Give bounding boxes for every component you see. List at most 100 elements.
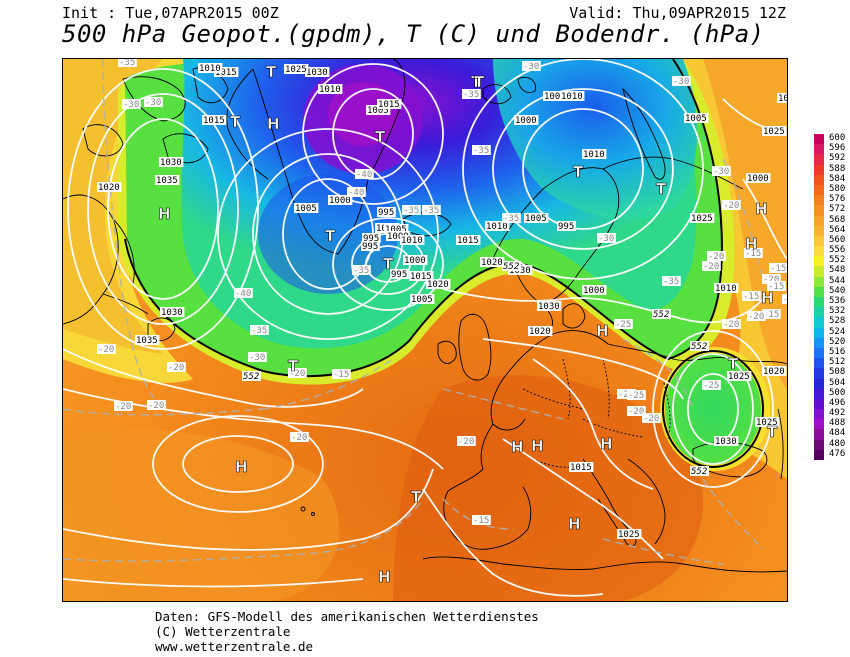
legend-label: 496 [829,397,846,408]
legend-entry: 600 [811,133,850,145]
legend-swatch [814,215,824,226]
temperature-label: -20 [148,401,164,411]
temperature-label: -20 [783,295,787,305]
temperature-label-bg [642,413,661,423]
temperature-label-bg [522,61,541,71]
legend-label: 548 [829,265,846,276]
legend-swatch [814,184,824,196]
pressure-label: 1000 [747,174,769,184]
legend-entry: 484 [811,428,850,440]
init-time: Init : Tue,07APR2015 00Z [62,4,279,22]
pressure-label: 1030 [538,302,560,312]
pressure-label-bg [560,91,585,101]
legend-label: 528 [829,316,846,327]
temperature-label: -40 [235,289,251,299]
low-pressure-center: T [767,423,778,441]
pressure-label: 1015 [215,68,237,78]
high-pressure-center: H [511,438,524,456]
legend-entry: 524 [811,327,850,338]
pressure-label-bg [557,221,576,231]
contour-label-bg [502,261,521,271]
color-legend: 600 596 592 588 584 580 576 572 568 564 560 556 552 5… [811,133,850,460]
legend-entry: 480 [811,438,850,450]
legend-entry: 492 [811,408,850,420]
pressure-label: 1000 [515,116,537,126]
legend-label: 592 [829,153,846,164]
pressure-label: 1010 [319,85,341,95]
pressure-label-bg [390,269,409,279]
pressure-label: 1005 [295,204,317,214]
pressure-label-bg [384,224,409,234]
temperature-label: -20 [98,345,114,355]
pressure-label-bg [410,294,435,304]
contour-label: 552 [653,310,669,320]
temperature-label-bg [422,205,441,215]
legend-swatch [814,337,824,348]
pressure-label: 1030 [160,158,182,168]
pressure-label-bg [684,113,709,123]
legend-label: 560 [829,234,846,245]
high-pressure-center: H [745,235,758,253]
legend-swatch [814,286,824,297]
pressure-label: 1010 [561,92,583,102]
legend-swatch [814,164,824,175]
pressure-label-bg [214,67,239,77]
pressure-label-bg [377,207,396,217]
temperature-label-bg [248,352,267,362]
legend-swatch [814,205,824,216]
low-pressure-center: T [230,113,241,131]
legend-label: 516 [829,346,846,357]
legend-swatch [814,246,824,257]
pressure-label: 1035 [136,336,158,346]
isobars [63,59,787,597]
legend-label: 540 [829,285,846,296]
legend-label: 480 [829,438,846,449]
temperature-labels: -35-30 -30-35-30-40-40-35 -35-35-30-35-30-… [97,59,787,526]
pressure-label: 1030 [715,437,737,447]
legend-label: 576 [829,194,846,205]
legend-swatch [814,235,824,247]
low-pressure-center: T [375,128,386,146]
pressure-label-bg [755,417,780,427]
weather-map: 1015 1010 1015 1030 1025 1010 1005 995 1000 1005 1… [62,58,788,602]
weather-map-canvas: 1015101010151030102510101005995100010051… [63,59,787,601]
legend-label: 544 [829,275,846,286]
temperature-label-bg [702,380,721,390]
temperature-label: -35 [119,59,135,68]
legend-entry: 488 [811,418,850,430]
pressure-label: 1020 [427,280,449,290]
pressure-label-bg [762,366,787,376]
temperature-label-bg [769,263,787,273]
legend-entry: 576 [811,194,850,206]
legend-swatch [814,409,824,420]
temperature-label: -20 [708,252,724,262]
contour-label-bg [690,341,709,351]
low-pressure-center: T [266,63,277,81]
warm-core-south [393,375,703,601]
temperature-label-bg [332,369,351,379]
pressure-label-bg [403,255,428,265]
legend-entry: 496 [811,397,850,410]
temperature-label: -30 [523,62,539,72]
temperature-label-bg [250,325,269,335]
temperature-label: -15 [745,249,761,259]
legend-entry: 592 [811,153,850,165]
legend-entry: 552 [811,255,850,267]
temperature-label: -30 [673,77,689,87]
high-pressure-center: H [158,205,171,223]
temperature-label: -15 [763,310,779,320]
pressure-label: 995 [362,242,378,252]
pressure-label: 1010 [199,64,221,74]
legend-swatch [814,195,824,206]
legend-swatch [814,439,824,450]
contour-label-bg [652,309,671,319]
legend-entry: 560 [811,234,850,247]
temperature-label-bg [352,265,371,275]
temperature-label-bg [747,311,766,321]
pressure-label-bg [727,371,752,381]
legend-swatch [814,266,824,277]
pressure-label: 1015 [378,100,400,110]
temperature-label: -20 [643,414,659,424]
legend-entry: 476 [811,449,850,460]
